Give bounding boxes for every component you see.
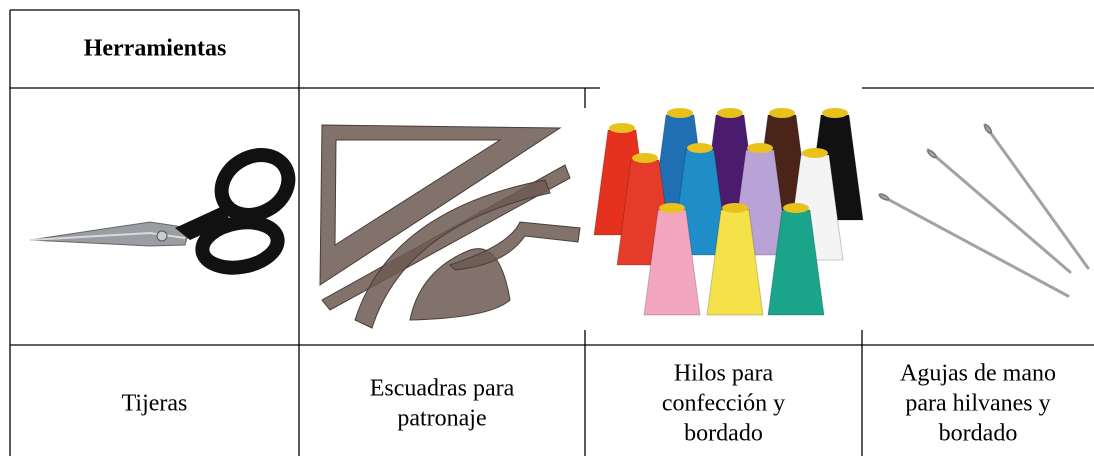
cell-label: Agujas de mano [900, 361, 1056, 387]
needles-image [878, 123, 1090, 298]
cell-label: para hilvanes y [905, 391, 1050, 417]
spool [767, 203, 825, 316]
header-title: Herramientas [84, 36, 227, 62]
cell-label: confección y [662, 391, 785, 417]
scissors-image [29, 148, 296, 275]
cell-label: bordado [939, 421, 1018, 447]
spool [706, 203, 764, 316]
spool [643, 203, 701, 316]
table-borders [9, 9, 1094, 456]
cell-label: Escuadras para [370, 376, 515, 402]
threads-image [593, 108, 864, 316]
cell-label: Tijeras [122, 391, 188, 417]
cell-label: bordado [684, 421, 763, 447]
labels: Tijeras Escuadras para patronaje Hilos para… [122, 361, 1056, 447]
rulers-image [319, 124, 581, 329]
cell-label: Hilos para [674, 361, 774, 387]
cell-label: patronaje [397, 406, 486, 432]
